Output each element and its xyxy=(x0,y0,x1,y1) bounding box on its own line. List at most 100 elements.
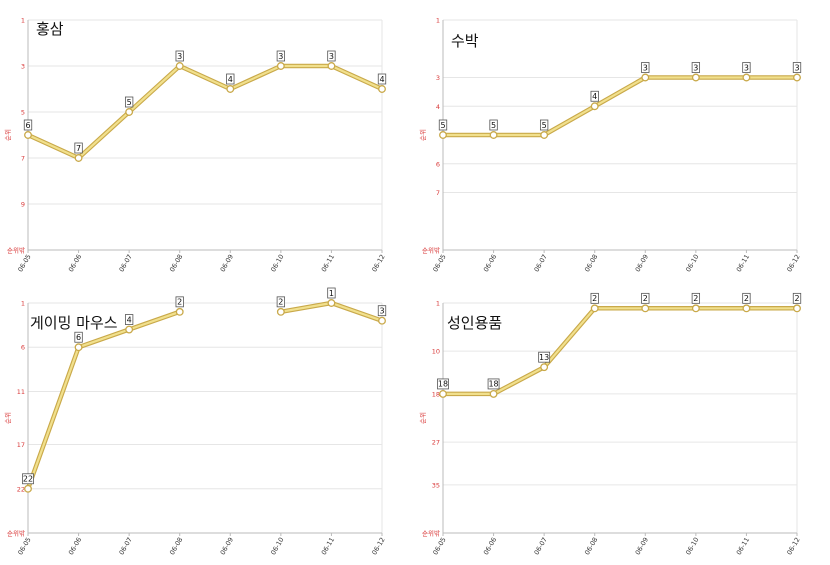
chart-panel-2: 1 6 11 17 22 순위밖 순위 06-05 06-06 06-07 06-08 06-09 06… xyxy=(0,283,415,565)
y-tick-label: 7 xyxy=(21,155,25,163)
chart-title: 홍삼 xyxy=(36,20,64,38)
data-label-box xyxy=(124,314,134,325)
y-axis-label: 순위 xyxy=(4,129,12,141)
data-label-box xyxy=(438,119,448,131)
y-tick-label: 1 xyxy=(21,300,25,308)
data-label: 4 xyxy=(228,75,233,84)
y-tick-label: 22 xyxy=(17,485,25,493)
data-label: 3 xyxy=(643,63,648,72)
data-point xyxy=(439,389,447,398)
data-label: 18 xyxy=(488,380,498,389)
x-tick-label: 06-06 xyxy=(67,536,83,556)
data-label-box xyxy=(742,292,751,304)
data-point xyxy=(125,108,134,116)
data-point xyxy=(276,307,285,316)
data-label-box xyxy=(590,90,599,102)
chart-title: 게이밍 마우스 xyxy=(30,314,118,332)
data-label: 3 xyxy=(744,63,749,72)
data-label: 18 xyxy=(438,380,448,389)
data-label: 3 xyxy=(794,63,799,72)
data-label: 1 xyxy=(329,289,334,298)
chart-svg-1: 1 3 4 6 7 순위밖 순위 06-05 06-06 06-07 06-08 06-09 06-10… xyxy=(419,17,802,274)
x-tick-label: 06-11 xyxy=(735,253,751,273)
data-label: 2 xyxy=(592,294,597,303)
data-point xyxy=(540,131,549,139)
x-tick-label: 06-08 xyxy=(583,536,599,556)
chart-svg-3: 1 10 18 27 35 순위밖 순위 06-05 06-06 06-07 06-08 06-09 0… xyxy=(419,292,802,556)
x-tick-label: 06-11 xyxy=(320,536,336,556)
data-label-box xyxy=(792,292,802,304)
y-tick-label: 3 xyxy=(436,74,440,82)
x-tick-label: 06-05 xyxy=(16,253,32,273)
data-label-box xyxy=(590,292,599,304)
data-label-box xyxy=(276,50,286,62)
y-axis-label: 순위 xyxy=(419,412,427,424)
data-label: 5 xyxy=(542,121,547,130)
x-tick-label: 06-07 xyxy=(118,253,134,273)
y-tick-label: 4 xyxy=(436,103,440,111)
data-point xyxy=(742,304,751,313)
x-tick-label: 06-06 xyxy=(482,253,498,273)
chart-panel-1: 1 3 4 6 7 순위밖 순위 06-05 06-06 06-07 06-08 06-09 06-10… xyxy=(415,0,830,282)
y-tick-label: 1 xyxy=(21,17,25,25)
data-label: 2 xyxy=(744,294,749,303)
data-point xyxy=(641,73,650,82)
data-point xyxy=(489,131,498,139)
y-tick-label: 9 xyxy=(21,201,25,209)
x-tick-label: 06-06 xyxy=(482,536,498,556)
y-tick-label: 11 xyxy=(17,388,25,396)
data-point xyxy=(691,73,700,82)
data-label-box xyxy=(175,296,184,308)
data-label: 6 xyxy=(76,333,81,342)
data-label: 3 xyxy=(177,52,182,61)
y-tick-label: 27 xyxy=(432,439,440,447)
x-tick-label: 06-08 xyxy=(168,253,184,273)
data-label: 2 xyxy=(643,294,648,303)
y-tick-label: 35 xyxy=(432,481,440,489)
x-tick-label: 06-10 xyxy=(269,536,285,556)
series-line-highlight xyxy=(26,64,384,160)
x-tick-label: 06-11 xyxy=(320,253,336,273)
data-label-box xyxy=(641,62,650,73)
data-point xyxy=(489,389,498,398)
data-label-box xyxy=(74,331,83,343)
data-label: 2 xyxy=(794,294,799,303)
data-label-box xyxy=(487,378,500,390)
y-tick-label: 1 xyxy=(436,17,440,25)
data-label-box xyxy=(377,73,387,85)
data-label-box xyxy=(23,119,33,131)
data-label-box xyxy=(377,305,387,317)
data-label: 22 xyxy=(23,475,33,484)
data-label-box xyxy=(327,287,336,299)
x-tick-label: 06-05 xyxy=(16,536,32,556)
series-line-highlight xyxy=(26,310,181,490)
data-label-box xyxy=(226,73,235,85)
data-point xyxy=(793,73,801,82)
data-point xyxy=(439,131,447,139)
x-tick-label: 06-09 xyxy=(634,253,650,273)
data-point xyxy=(327,62,336,70)
data-label-box xyxy=(22,473,34,485)
x-tick-label: 06-12 xyxy=(785,253,801,273)
x-tick-label: 06-07 xyxy=(533,536,549,556)
chart-title: 성인용품 xyxy=(447,314,503,332)
x-tick-label: 06-10 xyxy=(684,536,700,556)
data-label-box xyxy=(74,142,83,154)
data-label-box xyxy=(742,62,751,73)
data-label: 6 xyxy=(25,121,30,130)
data-label: 2 xyxy=(278,298,283,307)
data-label: 5 xyxy=(491,121,496,130)
data-label: 3 xyxy=(329,52,334,61)
series-line-highlight xyxy=(441,76,799,137)
data-point xyxy=(540,363,549,372)
y-tick-label: 10 xyxy=(432,348,440,356)
x-tick-label: 06-05 xyxy=(431,253,447,273)
data-label: 2 xyxy=(177,298,182,307)
data-label: 7 xyxy=(76,144,81,153)
data-point xyxy=(641,304,650,313)
data-label-box xyxy=(437,378,449,390)
x-tick-label: 06-10 xyxy=(269,253,285,273)
data-point xyxy=(590,102,599,111)
